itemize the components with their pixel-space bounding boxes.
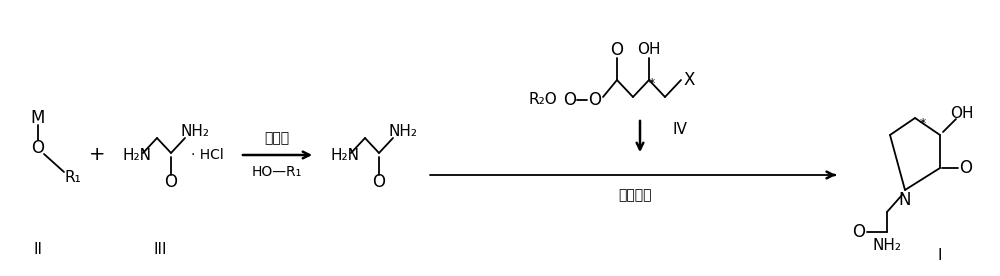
Text: · HCl: · HCl xyxy=(191,148,223,162)
Text: N: N xyxy=(899,191,911,209)
Text: O: O xyxy=(164,173,178,191)
Text: NH₂: NH₂ xyxy=(180,123,210,139)
Text: O: O xyxy=(32,139,44,157)
Text: NH₂: NH₂ xyxy=(872,238,902,253)
Text: I: I xyxy=(938,248,942,262)
Text: HO—R₁: HO—R₁ xyxy=(252,165,302,179)
Text: O: O xyxy=(372,173,386,191)
Text: 无机碱: 无机碱 xyxy=(264,131,290,145)
Text: O: O xyxy=(564,91,576,109)
Text: 加热回流: 加热回流 xyxy=(618,188,652,202)
Text: OH: OH xyxy=(950,105,974,121)
Text: *: * xyxy=(649,78,655,91)
Text: O: O xyxy=(588,91,602,109)
Text: *: * xyxy=(920,116,926,129)
Text: II: II xyxy=(34,243,42,258)
Text: R₂O: R₂O xyxy=(528,92,557,107)
Text: O: O xyxy=(852,223,866,241)
Text: H₂N: H₂N xyxy=(330,147,359,163)
Text: III: III xyxy=(153,243,167,258)
Text: H₂N: H₂N xyxy=(122,147,151,163)
Text: M: M xyxy=(31,109,45,127)
Text: IV: IV xyxy=(673,123,687,137)
Text: O: O xyxy=(610,41,624,59)
Text: NH₂: NH₂ xyxy=(388,123,418,139)
Text: OH: OH xyxy=(637,43,661,57)
Text: R₁: R₁ xyxy=(65,169,81,184)
Text: X: X xyxy=(683,71,695,89)
Text: +: + xyxy=(89,145,105,164)
Text: O: O xyxy=(960,159,972,177)
